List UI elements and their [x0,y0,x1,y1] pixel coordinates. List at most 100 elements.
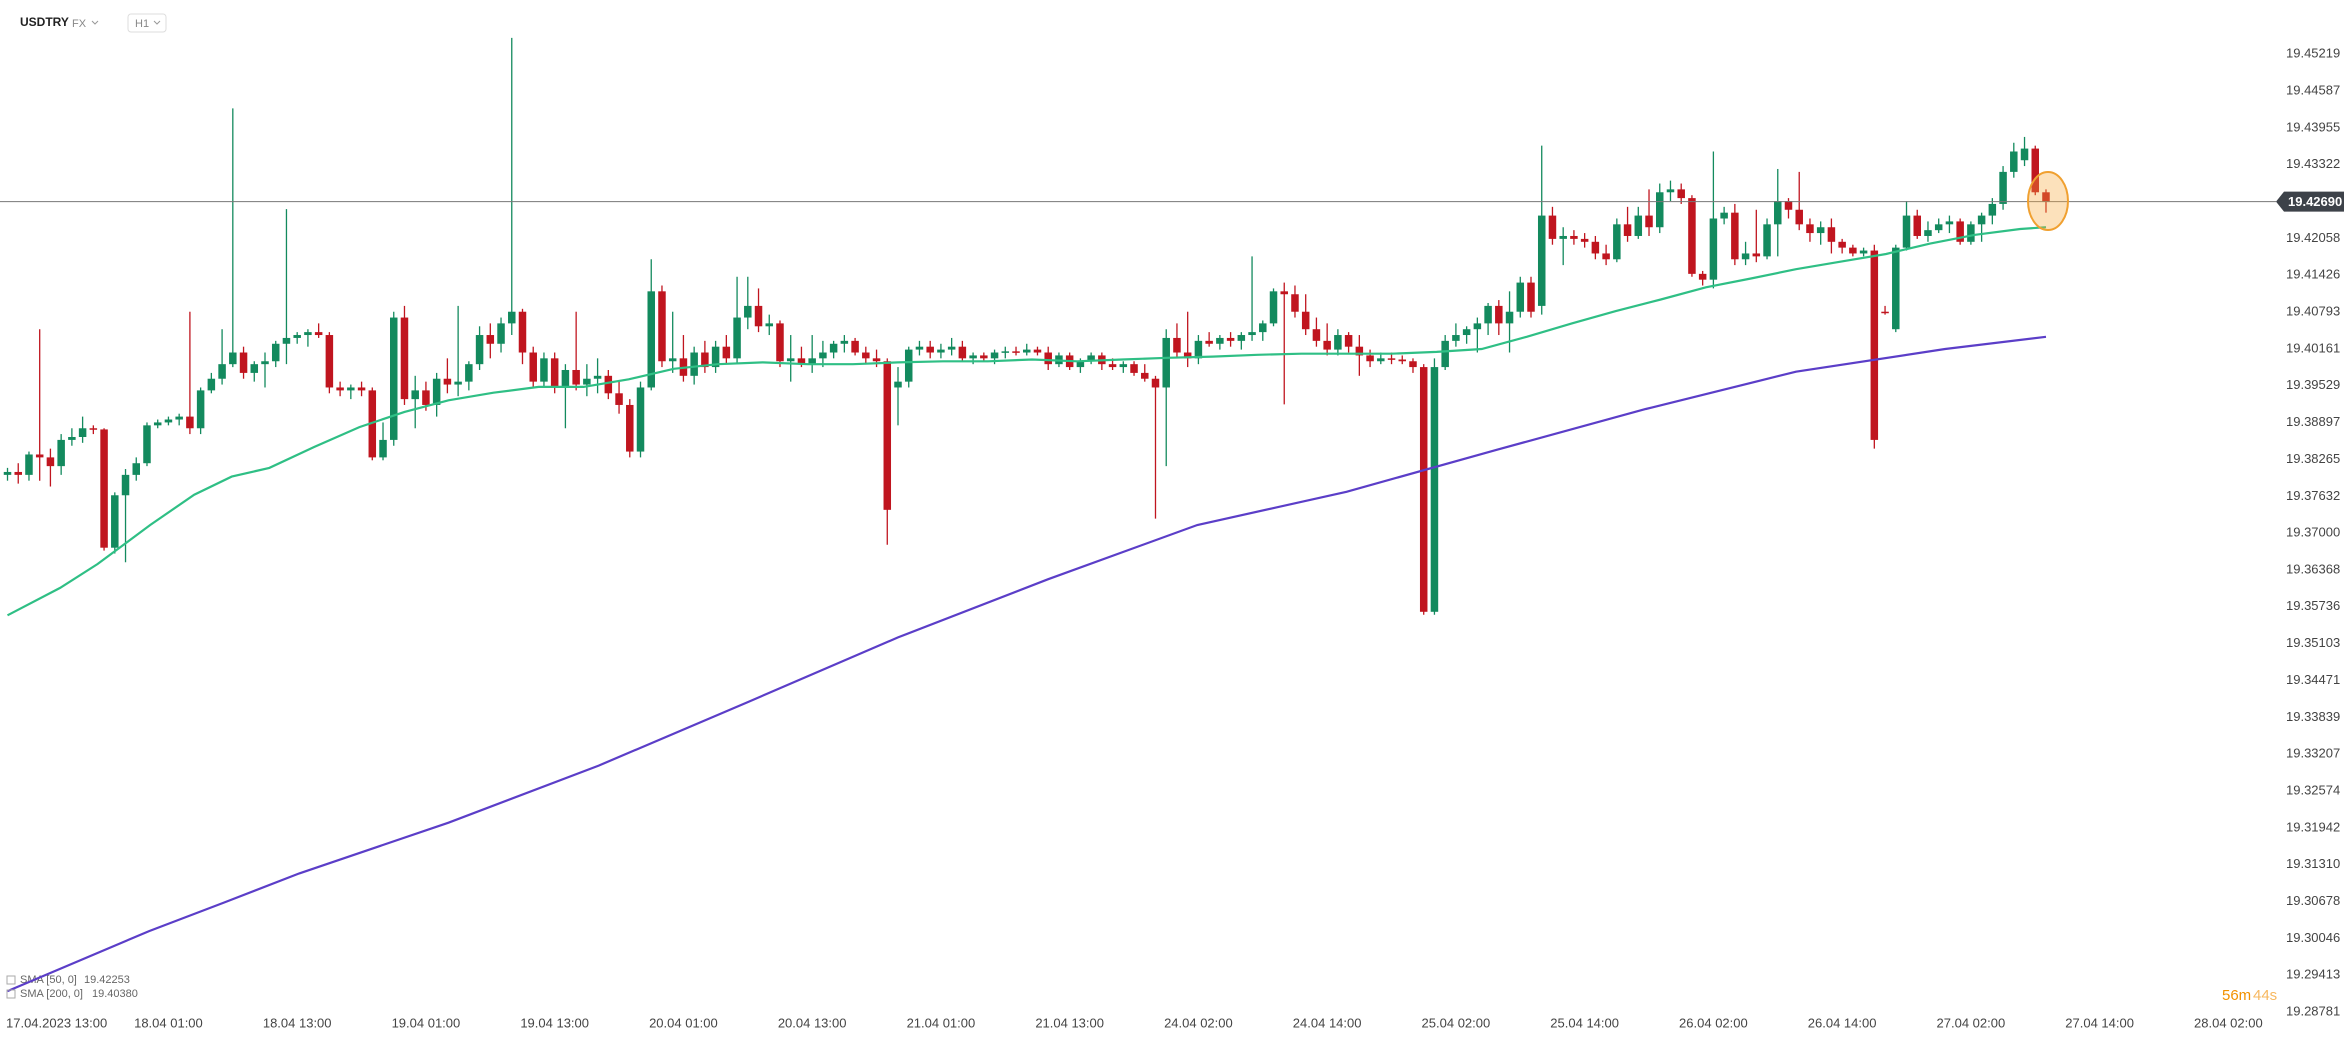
y-tick-label: 19.35103 [2286,635,2340,650]
candle-body [668,358,677,362]
candle-body [1495,305,1503,324]
candle-body [1033,349,1042,353]
candle-body [626,404,634,452]
candle-body [1194,340,1203,359]
candle-body [615,393,623,405]
candle-body [754,305,763,327]
y-tick-label: 19.42058 [2286,230,2340,245]
x-tick-label: 18.04 13:00 [263,1015,332,1030]
candle-body [1344,335,1353,347]
dropdown-icon[interactable] [91,20,99,25]
candle-body [711,346,720,368]
candle-body [593,375,602,379]
candle-body [1237,335,1246,341]
candle-body [1988,203,1997,216]
candle-body [1387,358,1396,360]
candle-body [1784,201,1793,210]
candle-body [239,352,248,373]
dropdown-icon[interactable] [153,20,161,25]
candle-body [1076,361,1085,368]
candle-body [1645,215,1653,228]
candle-body [1226,337,1235,341]
candle-body [1291,294,1299,312]
symbol[interactable]: USDTRY [20,15,69,29]
candle-body [1516,282,1525,312]
candle-body [561,369,570,388]
x-tick-label: 28.04 02:00 [2194,1015,2263,1030]
candle-body [357,387,366,391]
candle-body [1012,351,1020,353]
candle-body [1001,351,1010,353]
candle-body [389,317,398,440]
candle-body [572,369,580,385]
x-tick-label: 18.04 01:00 [134,1015,203,1030]
candle-body [1570,235,1578,239]
candle-body [1892,247,1900,330]
candle-body [379,439,387,458]
candle-body [1269,291,1278,324]
candle-body [894,381,902,388]
candle-body [540,358,548,382]
candle-body [529,352,537,382]
y-tick-label: 19.28781 [2286,1003,2340,1018]
x-tick-label: 21.04 13:00 [1035,1015,1104,1030]
candle-body [797,358,806,365]
candle-body [443,378,452,385]
candle-body [89,428,98,430]
candle-body [186,416,194,429]
candle-body [2020,148,2029,161]
candle-body [454,381,462,385]
y-tick-label: 19.33207 [2286,746,2340,761]
y-tick-label: 19.38897 [2286,414,2340,429]
x-tick-label: 27.04 14:00 [2065,1015,2134,1030]
candle-body [722,346,731,359]
y-tick-label: 19.33839 [2286,709,2340,724]
candle-body [1559,235,1567,239]
candle-body [1377,358,1385,362]
legend-name: SMA [200, 0] [20,988,83,1000]
candle-body [25,454,33,475]
candle-body [1355,346,1364,356]
candle-body [2031,148,2040,193]
interval[interactable]: H1 [135,18,149,30]
candle-body [1205,340,1213,344]
candle-body [1741,253,1750,260]
candle-body [1119,364,1128,368]
candle-body [57,439,65,467]
candle-body [829,343,838,353]
candle-body [1688,198,1696,274]
candle-body [196,390,205,429]
candle-body [111,495,119,548]
x-tick-label: 17.04.2023 13:00 [6,1015,107,1030]
candle-body [1677,189,1685,199]
candle-body [1881,311,1889,314]
x-tick-label: 25.04 14:00 [1550,1015,1619,1030]
candle-body [744,305,752,318]
candle-body [636,387,645,452]
candle-body [293,335,301,338]
candle-body [1419,367,1428,612]
y-tick-label: 19.35736 [2286,598,2340,613]
candle-body [1022,349,1031,353]
candle-body [1816,227,1825,234]
highlight [2026,171,2069,232]
candle-body [851,340,859,353]
interval-box[interactable] [127,13,167,33]
candle-body [121,474,130,496]
candle-body [1452,335,1460,341]
candle-body [1870,250,1879,440]
candle-body [1859,250,1868,254]
candle-body [508,311,516,324]
x-tick-label: 19.04 01:00 [392,1015,461,1030]
y-tick-label: 19.41426 [2286,267,2340,282]
y-tick-label: 19.38265 [2286,451,2340,466]
candle-body [207,378,216,391]
candle-body [336,387,344,391]
candle-body [904,349,913,382]
candle-body [647,291,655,388]
y-tick-label: 19.40161 [2286,340,2340,355]
candle-body [1108,364,1117,368]
candle-body [1666,189,1675,193]
candle-body [314,332,323,336]
candle-body [776,323,784,362]
